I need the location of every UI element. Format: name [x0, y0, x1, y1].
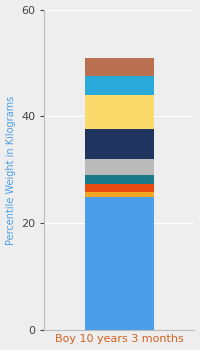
Bar: [85, 94, 154, 129]
Bar: [85, 129, 154, 159]
Bar: [85, 193, 154, 197]
Bar: [85, 197, 154, 330]
Bar: [85, 58, 154, 76]
Bar: [85, 76, 154, 95]
Bar: [85, 175, 154, 184]
Y-axis label: Percentile Weight in Kilograms: Percentile Weight in Kilograms: [6, 95, 16, 245]
Bar: [85, 184, 154, 193]
Bar: [85, 159, 154, 175]
